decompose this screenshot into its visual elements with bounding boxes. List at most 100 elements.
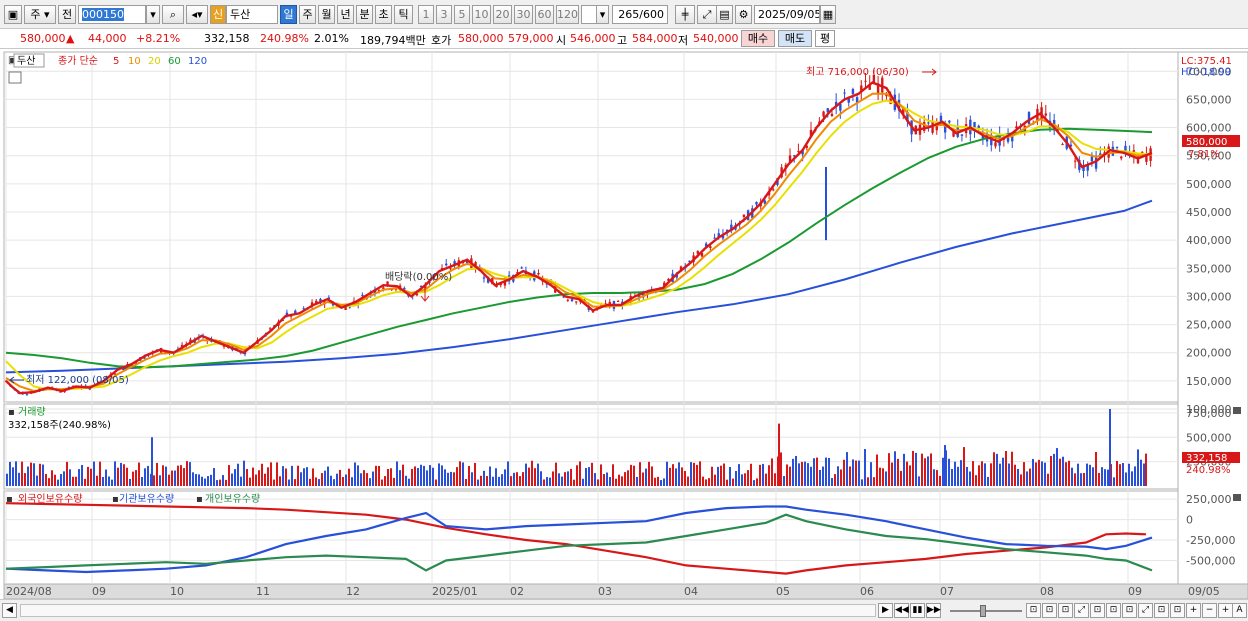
pause-icon[interactable]: ▮▮ xyxy=(910,603,925,618)
fast-forward-icon[interactable]: ▶▶ xyxy=(926,603,941,618)
volume-bar xyxy=(219,479,221,486)
zoom-slider[interactable] xyxy=(950,610,1022,612)
period-week[interactable]: 주 xyxy=(299,5,316,24)
interval-3[interactable]: 3 xyxy=(436,5,452,24)
volume-bar xyxy=(987,476,989,486)
interval-30[interactable]: 30 xyxy=(514,5,533,24)
volume-bar xyxy=(723,463,725,486)
prev-button[interactable]: 전 xyxy=(58,5,76,24)
rewind-icon[interactable]: ◀◀ xyxy=(894,603,909,618)
tool-icon-7[interactable]: ⊡ xyxy=(1122,603,1137,618)
font-icon[interactable]: A xyxy=(1232,603,1247,618)
low-price: 540,000 xyxy=(693,32,739,45)
volume-bar xyxy=(264,473,266,486)
volume-bar xyxy=(948,458,950,486)
tool-icon-9[interactable]: ⊡ xyxy=(1154,603,1169,618)
code-dropdown-icon[interactable]: ▾ xyxy=(146,5,160,24)
zoom-in-icon[interactable]: + xyxy=(1186,603,1201,618)
period-tick[interactable]: 틱 xyxy=(394,5,413,24)
volume-bar xyxy=(12,467,14,486)
scroll-left-icon[interactable]: ◀ xyxy=(2,603,17,618)
scrollbar-track[interactable] xyxy=(20,604,876,617)
period-month[interactable]: 월 xyxy=(318,5,335,24)
volume-bar xyxy=(294,479,296,486)
interval-dropdown-icon[interactable]: ▾ xyxy=(596,5,609,24)
volume-bar xyxy=(819,469,821,486)
x-tick-label: 2024/08 xyxy=(6,585,52,598)
search-icon[interactable]: ⌕ xyxy=(162,5,184,24)
volume-y-tick: 750,000 xyxy=(1186,407,1232,420)
x-tick-label: 05 xyxy=(776,585,790,598)
tool-icon-10[interactable]: ⊡ xyxy=(1170,603,1185,618)
volume-panel-menu-icon[interactable]: ▪ xyxy=(8,407,15,418)
price-panel-menu-icon[interactable]: ▣ xyxy=(8,55,17,66)
volume-bar xyxy=(345,474,347,486)
volume-bar xyxy=(795,455,797,486)
candle-body xyxy=(922,121,926,131)
more-icon[interactable]: + xyxy=(1218,603,1233,618)
date-input[interactable]: 2025/09/05 xyxy=(754,5,820,24)
volume-bar xyxy=(1023,462,1025,486)
candle-body xyxy=(315,300,318,305)
tool-icon-1[interactable]: ⊡ xyxy=(1026,603,1041,618)
volume-bar xyxy=(306,467,308,486)
count-input[interactable]: 265/600 xyxy=(612,5,668,24)
candle-body xyxy=(562,296,565,298)
volume-panel-close-icon[interactable] xyxy=(1233,407,1241,414)
volume-bar xyxy=(48,478,50,486)
interval-60[interactable]: 60 xyxy=(535,5,554,24)
interval-20[interactable]: 20 xyxy=(493,5,512,24)
period-second[interactable]: 초 xyxy=(375,5,392,24)
save-icon[interactable]: ▤ xyxy=(716,5,733,24)
volume-bar xyxy=(282,466,284,486)
volume-bar xyxy=(645,468,647,486)
stock-name-field[interactable]: 두산 xyxy=(226,5,278,24)
tool-icon-8[interactable]: ⤢ xyxy=(1138,603,1153,618)
zoom-slider-handle[interactable] xyxy=(980,605,986,617)
interval-120[interactable]: 120 xyxy=(556,5,579,24)
speaker-icon[interactable]: ◂▾ xyxy=(186,5,208,24)
interval-5[interactable]: 5 xyxy=(454,5,470,24)
volume-bar xyxy=(342,477,344,486)
tool-icon-2[interactable]: ⊡ xyxy=(1042,603,1057,618)
sell-button[interactable]: 매도 xyxy=(778,30,812,47)
eval-button[interactable]: 평 xyxy=(815,30,835,47)
candle-body xyxy=(243,352,247,355)
calendar-icon[interactable]: ▦ xyxy=(820,5,836,24)
unit-select[interactable]: 주 ▾ xyxy=(24,5,56,24)
zoom-out-icon[interactable]: − xyxy=(1202,603,1217,618)
volume-bar xyxy=(831,478,833,486)
period-year[interactable]: 년 xyxy=(337,5,354,24)
stock-code-input[interactable]: 000150 xyxy=(78,5,146,24)
chart-canvas[interactable]: 700,000 650,000 600,000 550,000 500,000 450,0… xyxy=(0,50,1248,599)
window-menu-icon[interactable]: ▣ xyxy=(4,5,22,24)
volume-bar xyxy=(672,464,674,486)
candle-body xyxy=(1094,156,1098,169)
volume-bar xyxy=(516,472,518,486)
period-minute[interactable]: 분 xyxy=(356,5,373,24)
volume-bar xyxy=(906,461,908,486)
grid-toggle-icon[interactable] xyxy=(8,71,22,84)
dividend-annotation: 배당락(0.00%) xyxy=(385,271,452,283)
volume-bar xyxy=(216,480,218,486)
holdings-panel-close-icon[interactable] xyxy=(1233,494,1241,501)
tool-icon-6[interactable]: ⊡ xyxy=(1106,603,1121,618)
drawing-tool-icon[interactable]: ⤢ xyxy=(697,5,717,24)
x-axis-labels: 2024/08 09 10 11 12 2025/01 02 03 04 05 06 07 08 09 09… xyxy=(6,585,1220,598)
volume-bar xyxy=(894,451,896,486)
volume-bar xyxy=(33,463,35,486)
gear-icon[interactable]: ⚙ xyxy=(735,5,752,24)
chart-tools-icon[interactable]: ╪ xyxy=(675,5,695,24)
tool-icon-4[interactable]: ⤢ xyxy=(1074,603,1089,618)
scroll-right-icon[interactable]: ▶ xyxy=(878,603,893,618)
interval-10[interactable]: 10 xyxy=(472,5,491,24)
buy-button[interactable]: 매수 xyxy=(741,30,775,47)
interval-1[interactable]: 1 xyxy=(418,5,434,24)
volume-bar xyxy=(129,478,131,486)
period-day[interactable]: 일 xyxy=(280,5,297,24)
candle-body xyxy=(725,229,729,232)
volume-bar xyxy=(210,474,212,486)
holdings-menu-icon[interactable]: ▪ xyxy=(6,494,13,505)
tool-icon-5[interactable]: ⊡ xyxy=(1090,603,1105,618)
tool-icon-3[interactable]: ⊡ xyxy=(1058,603,1073,618)
